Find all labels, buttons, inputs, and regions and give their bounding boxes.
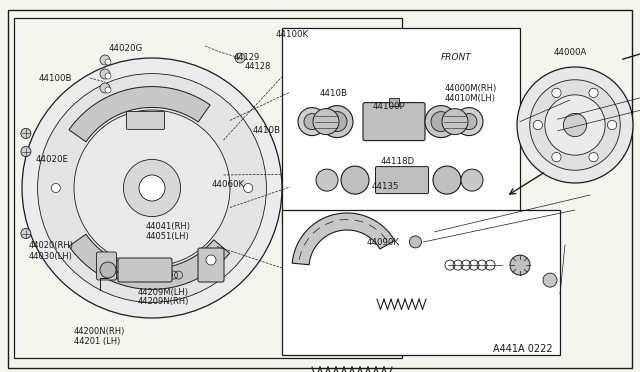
Circle shape [100, 69, 110, 79]
Text: 44200N(RH): 44200N(RH) [74, 327, 125, 336]
Circle shape [38, 74, 266, 302]
Bar [14, 18, 402, 358]
Circle shape [105, 87, 111, 93]
FancyBboxPatch shape [376, 167, 429, 193]
Circle shape [21, 147, 31, 157]
Circle shape [304, 113, 320, 129]
Circle shape [607, 121, 617, 129]
Bar [389, 97, 399, 106]
FancyBboxPatch shape [363, 103, 425, 141]
Text: 44135: 44135 [371, 182, 399, 191]
Text: 44100K: 44100K [275, 30, 308, 39]
Text: 4410B: 4410B [253, 126, 281, 135]
Circle shape [563, 113, 587, 137]
Circle shape [461, 113, 477, 129]
Polygon shape [69, 87, 210, 142]
Text: 44090K: 44090K [366, 238, 399, 247]
Circle shape [105, 73, 111, 79]
Polygon shape [69, 234, 230, 289]
FancyBboxPatch shape [198, 248, 224, 282]
Text: 44201 (LH): 44201 (LH) [74, 337, 120, 346]
Circle shape [100, 83, 110, 93]
Bar [282, 28, 520, 223]
Text: 44100B: 44100B [38, 74, 72, 83]
Bar [282, 210, 560, 355]
Circle shape [589, 88, 598, 97]
Circle shape [139, 175, 165, 201]
FancyBboxPatch shape [127, 111, 164, 129]
Circle shape [196, 267, 205, 276]
Text: 44020E: 44020E [35, 155, 68, 164]
Circle shape [552, 153, 561, 162]
Circle shape [327, 112, 347, 132]
Circle shape [244, 183, 253, 193]
Text: 44129: 44129 [234, 53, 260, 62]
FancyBboxPatch shape [118, 258, 172, 282]
Text: A441A 0222: A441A 0222 [493, 344, 552, 354]
Text: 44020(RH): 44020(RH) [29, 241, 74, 250]
Circle shape [74, 110, 230, 266]
Circle shape [313, 109, 339, 135]
Circle shape [442, 109, 468, 135]
Bar [120, 269, 164, 281]
Circle shape [21, 228, 31, 238]
Circle shape [21, 128, 31, 138]
Circle shape [99, 267, 108, 276]
Polygon shape [292, 213, 395, 265]
Text: 44060K: 44060K [211, 180, 244, 189]
Circle shape [433, 166, 461, 194]
Circle shape [196, 100, 205, 109]
Circle shape [99, 100, 108, 109]
Text: 44209M(LH): 44209M(LH) [138, 288, 189, 296]
Circle shape [530, 80, 620, 170]
Circle shape [298, 108, 326, 136]
Circle shape [461, 169, 483, 191]
Text: 44209N(RH): 44209N(RH) [138, 297, 189, 306]
Circle shape [545, 95, 605, 155]
Circle shape [431, 112, 451, 132]
Text: 44100P: 44100P [372, 102, 405, 110]
Circle shape [510, 255, 530, 275]
Circle shape [235, 53, 245, 63]
Circle shape [316, 169, 338, 191]
FancyBboxPatch shape [97, 252, 116, 280]
Circle shape [100, 262, 116, 278]
Circle shape [517, 67, 633, 183]
Text: 44118D: 44118D [381, 157, 415, 166]
Circle shape [105, 59, 111, 65]
Circle shape [206, 255, 216, 265]
Text: FRONT: FRONT [440, 53, 471, 62]
Text: 44000M(RH): 44000M(RH) [445, 84, 497, 93]
Circle shape [455, 108, 483, 136]
Circle shape [552, 88, 561, 97]
Text: 44010M(LH): 44010M(LH) [445, 94, 496, 103]
Circle shape [321, 106, 353, 138]
Text: 44000A: 44000A [554, 48, 587, 57]
Circle shape [22, 58, 282, 318]
Circle shape [100, 55, 110, 65]
Text: 44030(LH): 44030(LH) [29, 252, 73, 261]
Circle shape [425, 106, 457, 138]
Circle shape [341, 166, 369, 194]
Circle shape [533, 121, 543, 129]
Circle shape [410, 236, 422, 248]
Circle shape [589, 153, 598, 162]
Circle shape [51, 183, 60, 193]
Text: 44041(RH): 44041(RH) [146, 222, 191, 231]
Circle shape [124, 159, 180, 217]
Text: 4410B: 4410B [320, 89, 348, 98]
Text: 44128: 44128 [244, 62, 271, 71]
Text: 44051(LH): 44051(LH) [146, 232, 189, 241]
Circle shape [543, 273, 557, 287]
Text: 44020G: 44020G [109, 44, 143, 53]
